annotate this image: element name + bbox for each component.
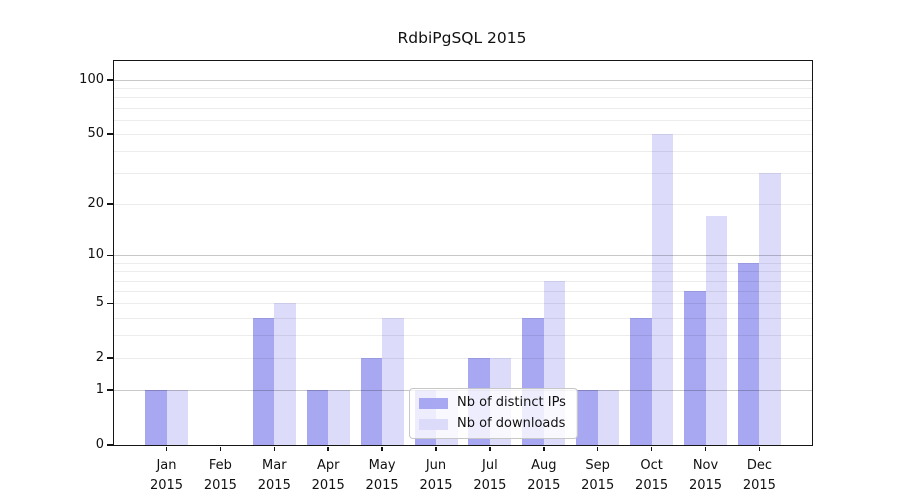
bar-distinct-ips [630, 317, 652, 445]
bar-downloads [274, 303, 296, 445]
y-tick-label: 1 [95, 382, 104, 398]
y-tick-mark [107, 302, 113, 304]
x-tick-mark [381, 446, 383, 451]
gridline-minor [114, 204, 812, 206]
gridline-minor [114, 134, 812, 135]
x-tick-label: Sep 2015 [581, 458, 615, 493]
bar-downloads [328, 390, 350, 445]
y-tick-mark [107, 254, 113, 257]
x-tick-label: Apr 2015 [311, 458, 345, 493]
gridline-minor [114, 88, 812, 90]
x-tick-mark [327, 446, 329, 451]
x-tick-label: Nov 2015 [688, 458, 723, 493]
x-tick-label: Jun 2015 [419, 458, 453, 493]
x-tick-mark [435, 446, 437, 451]
x-tick-mark [650, 446, 653, 451]
gridline-minor [114, 317, 812, 319]
x-tick-mark [596, 446, 599, 451]
gridline-minor [114, 335, 812, 337]
y-tick-label: 20 [87, 196, 104, 212]
gridline-major [114, 79, 812, 81]
y-tick-mark [107, 389, 113, 391]
gridline-minor [114, 271, 812, 273]
legend-swatch-downloads [419, 418, 448, 430]
x-tick-label: Feb 2015 [203, 458, 237, 493]
legend-label-distinct-ips: Nb of distinct IPs [457, 395, 566, 410]
bar-downloads [597, 390, 620, 445]
gridline-minor [114, 97, 812, 99]
bar-distinct-ips [360, 358, 383, 445]
gridline-minor [114, 358, 812, 360]
gridline-minor [114, 280, 812, 282]
y-tick-mark [107, 133, 113, 135]
x-tick-label: May 2015 [365, 458, 399, 493]
x-tick-mark [165, 446, 168, 451]
bar-distinct-ips [576, 390, 598, 445]
gridline-minor [114, 107, 812, 109]
y-tick-label: 2 [95, 350, 104, 366]
y-tick-label: 100 [79, 71, 104, 87]
bar-downloads [705, 216, 727, 445]
x-tick-mark [273, 446, 276, 451]
gridline-minor [114, 291, 812, 293]
y-tick-mark [107, 203, 113, 205]
x-tick-label: Oct 2015 [635, 458, 669, 493]
bar-distinct-ips [684, 291, 706, 445]
gridline-minor [114, 119, 812, 121]
x-tick-mark [543, 446, 545, 451]
bar-distinct-ips [306, 390, 329, 445]
gridline-major [114, 255, 812, 257]
gridline-minor [114, 303, 812, 305]
bar-distinct-ips [145, 390, 167, 445]
x-tick-label: Aug 2015 [527, 458, 561, 493]
chart-title: RdbiPgSQL 2015 [397, 29, 527, 47]
y-tick-mark [107, 357, 113, 359]
x-tick-mark [219, 446, 222, 451]
bar-downloads [166, 390, 188, 445]
legend: Nb of distinct IPs Nb of downloads [409, 388, 578, 439]
x-tick-mark [704, 446, 707, 451]
x-tick-label: Dec 2015 [742, 458, 776, 493]
y-tick-mark [107, 444, 113, 446]
legend-label-downloads: Nb of downloads [457, 416, 566, 431]
plot-area: 0 1 2 5 10 20 50 100 Jan 2015 Feb 2015 Mar 2015 Apr… [79, 60, 813, 493]
gridline-minor [114, 151, 812, 153]
bar-distinct-ips [737, 262, 760, 445]
x-tick-label: Jul 2015 [473, 458, 507, 493]
legend-item-distinct-ips: Nb of distinct IPs [419, 395, 566, 411]
y-tick-label: 0 [95, 437, 104, 452]
gridline-minor [114, 173, 812, 175]
x-tick-mark [758, 446, 761, 451]
y-tick-label: 50 [87, 126, 104, 141]
x-tick-label: Jan 2015 [149, 458, 184, 493]
bar-distinct-ips [252, 317, 275, 445]
legend-item-downloads: Nb of downloads [419, 416, 566, 432]
y-tick-label: 10 [87, 247, 104, 263]
x-tick-label: Mar 2015 [257, 458, 291, 493]
bar-downloads [382, 317, 404, 445]
y-tick-label: 5 [95, 295, 104, 311]
bar-downloads [759, 173, 781, 445]
gridline-minor [114, 262, 812, 264]
bar-downloads [651, 134, 674, 445]
y-tick-mark [107, 79, 113, 81]
legend-swatch-distinct-ips [419, 397, 448, 409]
x-tick-mark [489, 446, 491, 451]
